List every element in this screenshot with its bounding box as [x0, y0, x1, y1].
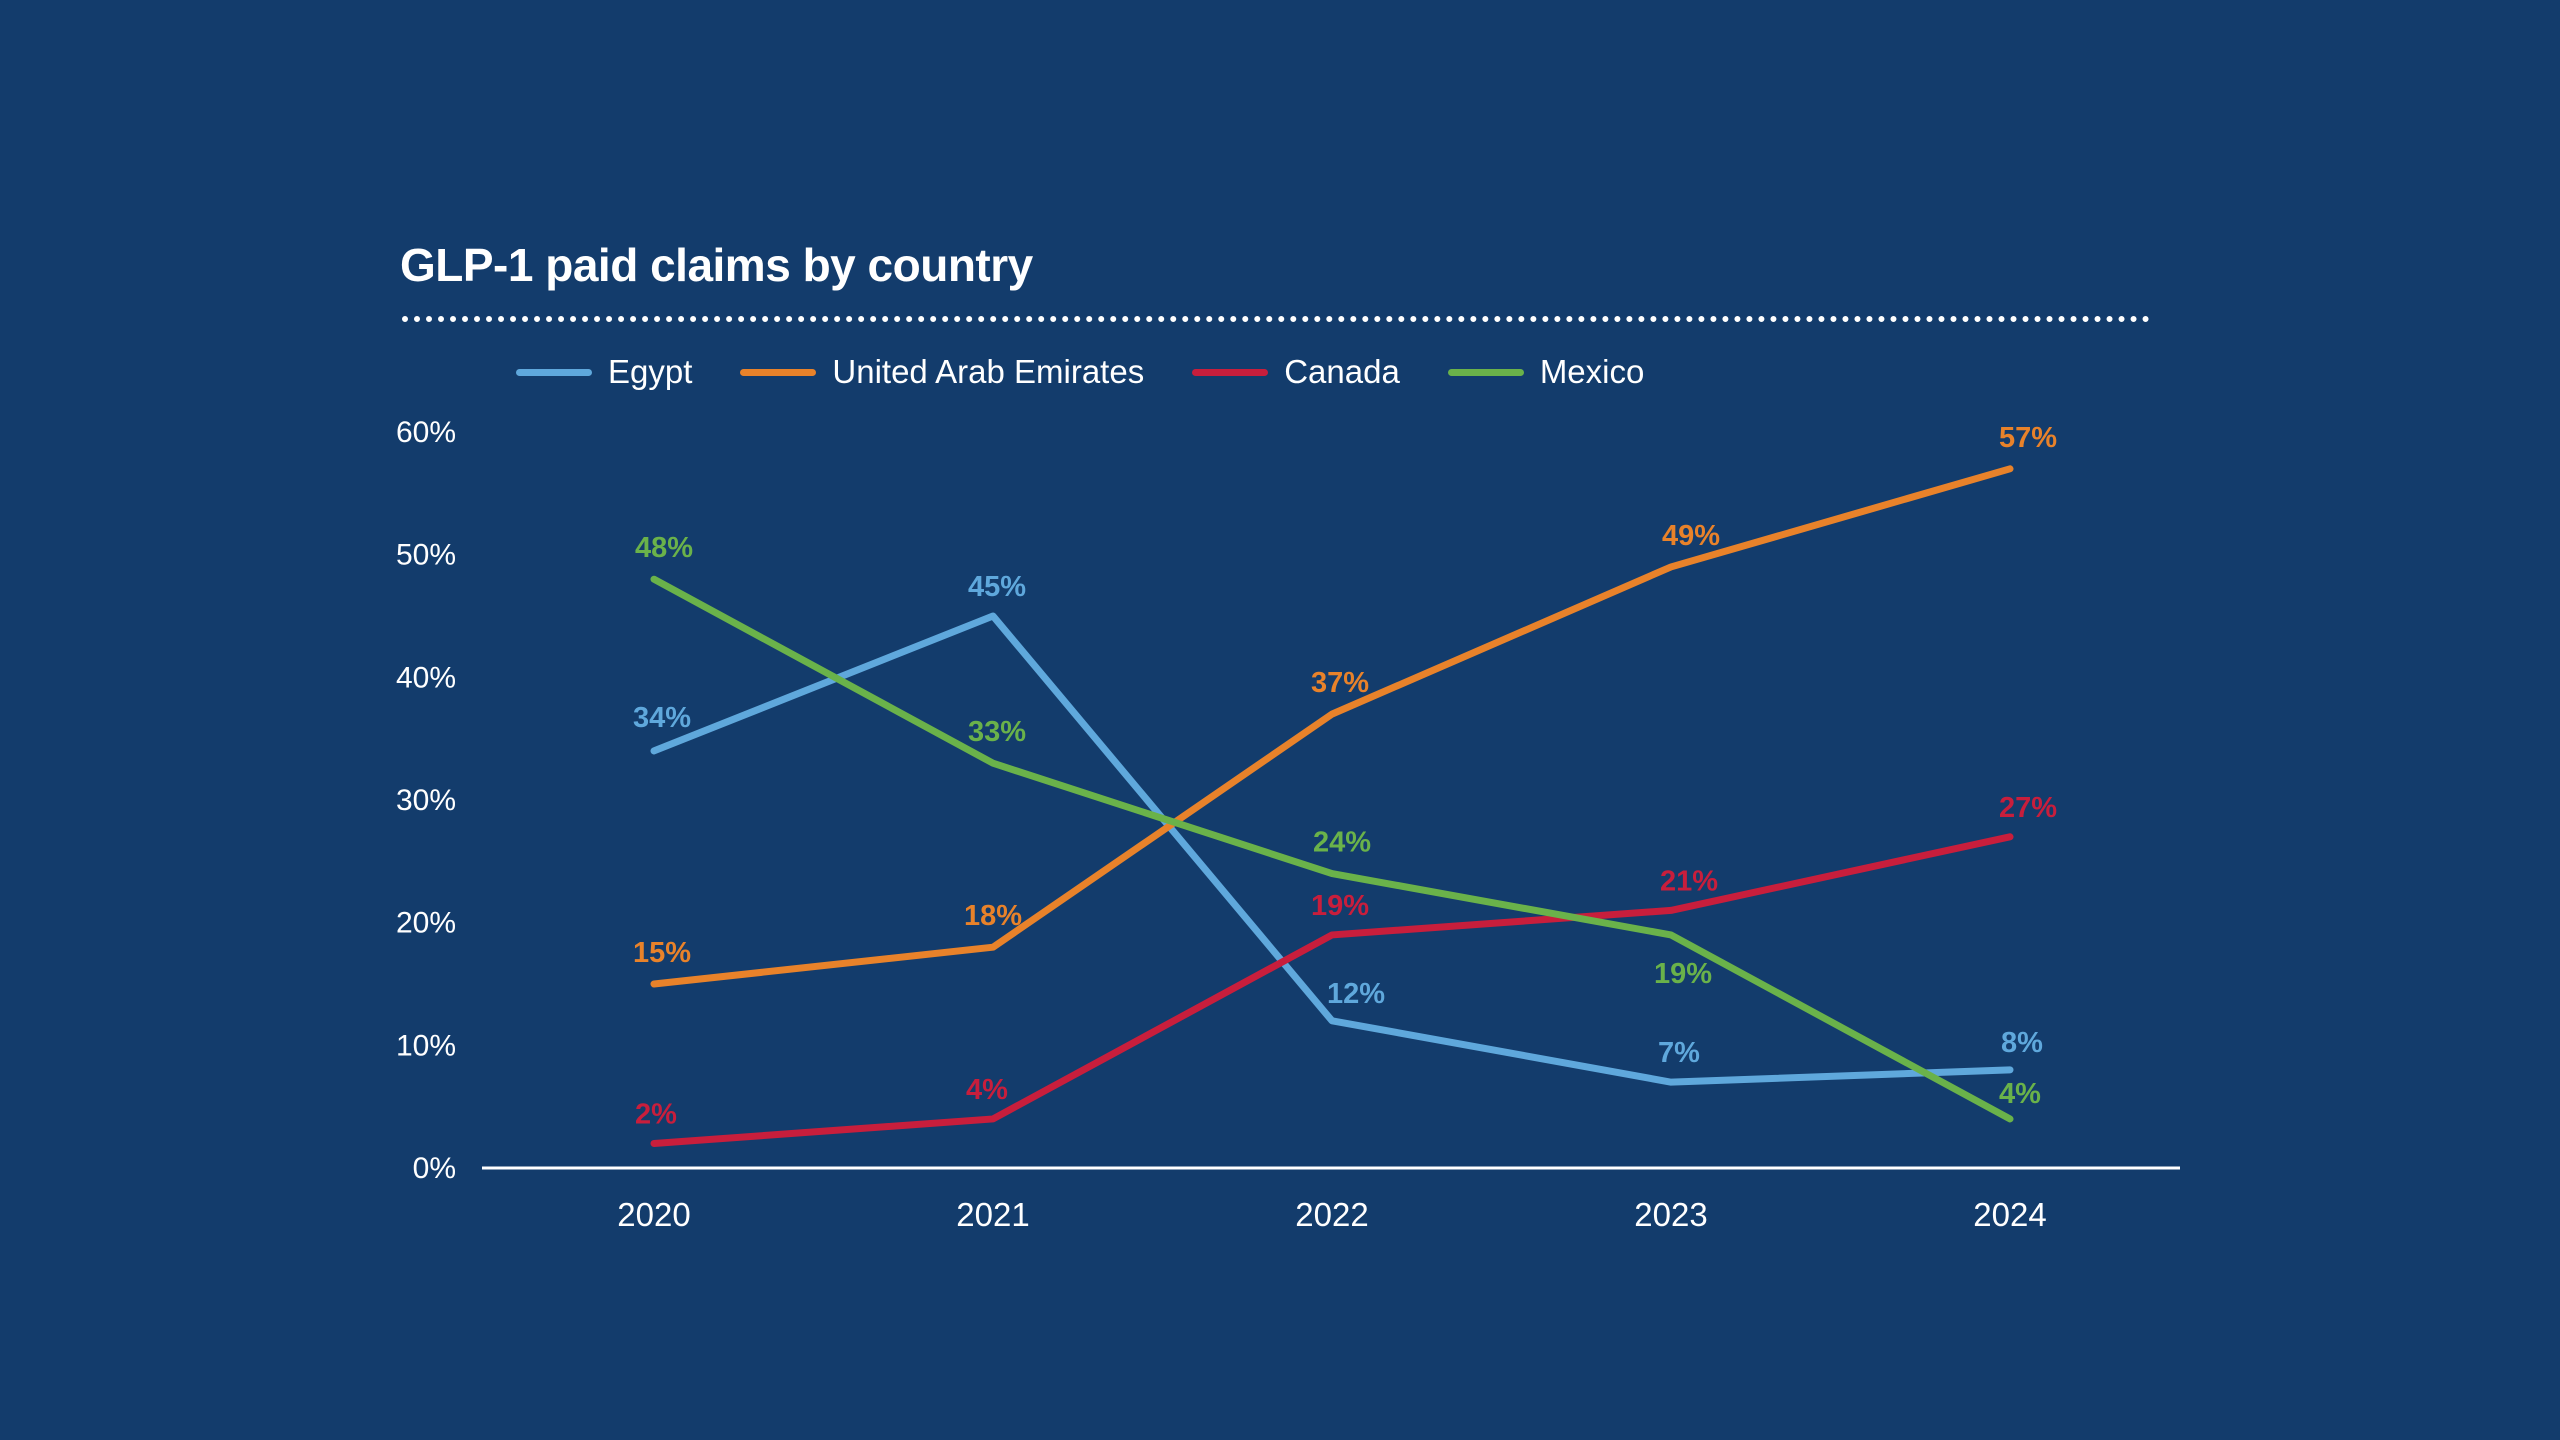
data-label-uae: 57% [1999, 422, 2057, 454]
data-label-mexico: 4% [1999, 1078, 2041, 1110]
data-label-egypt: 12% [1327, 978, 1385, 1010]
y-tick-label: 20% [396, 907, 456, 940]
legend-item-egypt: Egypt [516, 353, 692, 391]
x-tick-label: 2022 [1295, 1196, 1368, 1233]
data-label-uae: 18% [964, 900, 1022, 932]
legend-swatch-egypt [516, 368, 592, 376]
data-label-canada: 21% [1660, 865, 1718, 897]
legend-item-uae: United Arab Emirates [740, 353, 1144, 391]
chart-title: GLP-1 paid claims by country [400, 239, 1033, 291]
data-label-canada: 4% [966, 1074, 1008, 1106]
legend-label-mexico: Mexico [1539, 353, 1645, 390]
legend-swatch-canada [1192, 368, 1269, 376]
data-label-egypt: 8% [2001, 1027, 2043, 1059]
data-label-mexico: 19% [1654, 958, 1712, 990]
data-label-egypt: 7% [1658, 1037, 1700, 1069]
data-label-mexico: 24% [1313, 827, 1371, 859]
data-label-uae: 49% [1662, 520, 1720, 552]
x-tick-label: 2021 [956, 1196, 1029, 1233]
series-line-mexico [650, 575, 2014, 1123]
series-line-uae [650, 465, 2014, 988]
y-tick-label: 60% [396, 416, 456, 449]
y-tick-label: 30% [396, 784, 456, 817]
legend-label-uae: United Arab Emirates [832, 353, 1145, 390]
legend-label-canada: Canada [1284, 353, 1400, 390]
x-tick-label: 2023 [1634, 1196, 1707, 1233]
series-line-canada [650, 833, 2014, 1147]
data-label-egypt: 34% [633, 702, 691, 734]
data-label-mexico: 48% [635, 532, 693, 564]
y-tick-label: 0% [413, 1152, 456, 1185]
y-tick-label: 50% [396, 539, 456, 572]
data-label-uae: 15% [633, 937, 691, 969]
title-divider [402, 316, 2150, 322]
legend: Egypt United Arab Emirates Canada Mexico [516, 350, 1692, 394]
data-label-canada: 19% [1311, 890, 1369, 922]
legend-item-canada: Canada [1192, 353, 1400, 391]
legend-swatch-mexico [1447, 368, 1524, 376]
x-tick-label: 2024 [1973, 1196, 2046, 1233]
data-label-egypt: 45% [968, 571, 1026, 603]
y-tick-label: 40% [396, 661, 456, 694]
series-line-egypt [650, 612, 2014, 1086]
data-label-canada: 2% [635, 1098, 677, 1130]
data-label-uae: 37% [1311, 667, 1369, 699]
data-label-canada: 27% [1999, 792, 2057, 824]
legend-swatch-uae [740, 368, 817, 376]
legend-label-egypt: Egypt [608, 353, 693, 390]
y-tick-label: 10% [396, 1029, 456, 1062]
x-tick-label: 2020 [617, 1196, 690, 1233]
legend-item-mexico: Mexico [1447, 353, 1645, 391]
data-label-mexico: 33% [968, 716, 1026, 748]
